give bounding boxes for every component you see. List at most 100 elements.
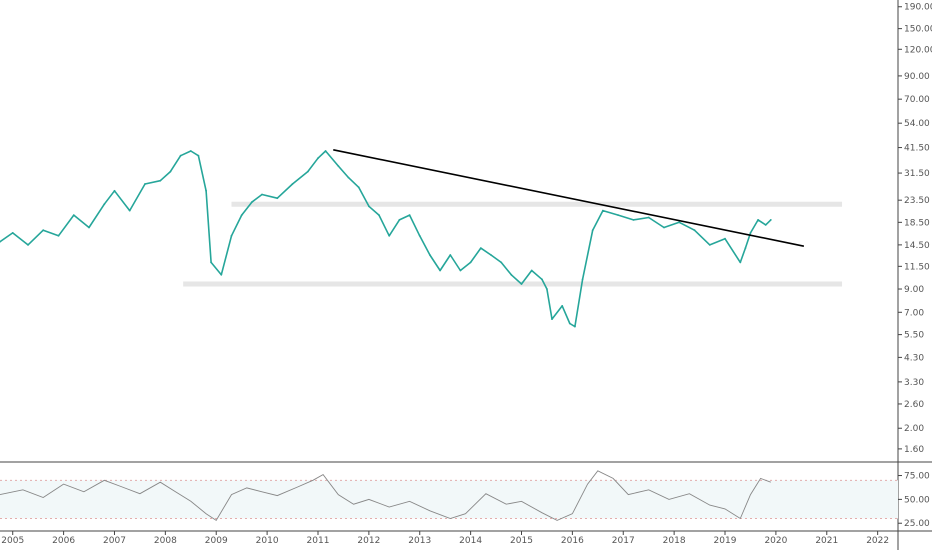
price-point bbox=[179, 154, 182, 157]
y-tick-label: 41.50 bbox=[904, 144, 930, 154]
price-point bbox=[439, 269, 441, 272]
price-point bbox=[220, 273, 223, 276]
price-point bbox=[647, 216, 650, 219]
trendline bbox=[333, 149, 805, 247]
price-point bbox=[769, 219, 772, 221]
price-point bbox=[42, 229, 45, 232]
x-tick-label: 2021 bbox=[815, 536, 838, 546]
price-point bbox=[57, 234, 60, 237]
price-point bbox=[429, 254, 431, 256]
x-tick-label: 2008 bbox=[154, 536, 177, 546]
x-tick-label: 2010 bbox=[256, 536, 279, 546]
x-tick-label: 2006 bbox=[52, 536, 75, 546]
y-tick-label: 7.00 bbox=[904, 308, 924, 318]
x-tick-label: 2005 bbox=[1, 536, 24, 546]
oscillator-tick-label: 75.00 bbox=[904, 472, 930, 482]
price-point bbox=[602, 209, 604, 212]
price-point bbox=[88, 226, 90, 229]
y-tick-label: 3.30 bbox=[904, 378, 924, 388]
price-point bbox=[663, 226, 665, 229]
price-point bbox=[159, 179, 162, 182]
x-tick-label: 2022 bbox=[866, 536, 889, 546]
price-series-line-0 bbox=[0, 150, 772, 328]
x-tick-label: 2016 bbox=[561, 536, 584, 546]
price-point bbox=[568, 322, 571, 325]
price-point bbox=[500, 261, 503, 264]
y-tick-label: 54.00 bbox=[904, 119, 930, 129]
x-tick-label: 2009 bbox=[205, 536, 228, 546]
y-tick-label: 120.00 bbox=[904, 45, 932, 55]
price-point bbox=[739, 261, 742, 264]
price-point bbox=[276, 197, 279, 200]
x-tick-label: 2018 bbox=[663, 536, 686, 546]
y-tick-label: 190.00 bbox=[904, 3, 932, 13]
price-point bbox=[617, 214, 620, 217]
price-point bbox=[708, 244, 711, 246]
price-point bbox=[337, 165, 340, 167]
price-point bbox=[520, 283, 523, 285]
x-tick-label: 2017 bbox=[612, 536, 635, 546]
price-point bbox=[469, 261, 472, 264]
price-point bbox=[378, 214, 380, 217]
y-tick-label: 31.50 bbox=[904, 169, 930, 179]
oscillator-series-line-0 bbox=[0, 470, 771, 522]
price-point bbox=[357, 186, 360, 189]
price-point bbox=[744, 247, 747, 250]
oscillator-tick-label: 50.00 bbox=[904, 495, 930, 505]
price-point bbox=[189, 150, 192, 152]
price-point bbox=[197, 154, 200, 157]
price-point bbox=[27, 244, 29, 246]
price-point bbox=[0, 240, 1, 243]
price-point bbox=[449, 254, 452, 256]
x-tick-label: 2014 bbox=[459, 536, 482, 546]
price-point bbox=[591, 229, 594, 232]
price-point bbox=[546, 288, 548, 290]
price-point bbox=[749, 232, 752, 234]
price-point bbox=[418, 234, 421, 237]
price-point bbox=[11, 232, 14, 234]
price-point bbox=[510, 273, 513, 276]
price-point bbox=[261, 193, 263, 196]
price-point bbox=[113, 189, 116, 192]
oscillator-tick-label: 25.00 bbox=[904, 519, 930, 529]
x-tick-label: 2011 bbox=[307, 536, 330, 546]
price-point bbox=[757, 219, 759, 221]
price-point bbox=[398, 219, 401, 221]
y-tick-label: 11.50 bbox=[904, 262, 930, 272]
y-tick-label: 2.60 bbox=[904, 400, 924, 410]
x-tick-label: 2013 bbox=[408, 536, 431, 546]
price-point bbox=[581, 278, 584, 281]
oscillator-band bbox=[0, 480, 898, 519]
price-point bbox=[144, 183, 146, 185]
y-tick-label: 90.00 bbox=[904, 72, 930, 82]
price-point bbox=[368, 205, 370, 208]
price-point bbox=[541, 278, 543, 281]
price-point bbox=[724, 237, 726, 240]
price-point bbox=[490, 254, 492, 256]
price-point bbox=[103, 203, 106, 206]
x-tick-label: 2020 bbox=[764, 536, 787, 546]
price-point bbox=[306, 170, 309, 173]
price-point bbox=[72, 214, 75, 217]
price-point bbox=[291, 183, 294, 185]
x-tick-label: 2019 bbox=[714, 536, 737, 546]
price-point bbox=[574, 325, 576, 328]
price-point bbox=[317, 157, 319, 160]
price-point bbox=[678, 221, 681, 224]
price-point bbox=[408, 214, 411, 217]
y-tick-label: 1.60 bbox=[904, 445, 924, 455]
price-point bbox=[250, 201, 253, 204]
price-point bbox=[764, 224, 767, 226]
y-tick-label: 9.00 bbox=[904, 285, 924, 295]
price-point bbox=[240, 214, 243, 217]
x-tick-label: 2007 bbox=[103, 536, 126, 546]
price-point bbox=[324, 150, 327, 152]
y-tick-label: 70.00 bbox=[904, 95, 930, 105]
price-point bbox=[205, 189, 208, 192]
y-tick-label: 150.00 bbox=[904, 25, 932, 35]
price-point bbox=[632, 219, 635, 221]
price-point bbox=[459, 269, 462, 272]
price-point bbox=[210, 261, 213, 264]
